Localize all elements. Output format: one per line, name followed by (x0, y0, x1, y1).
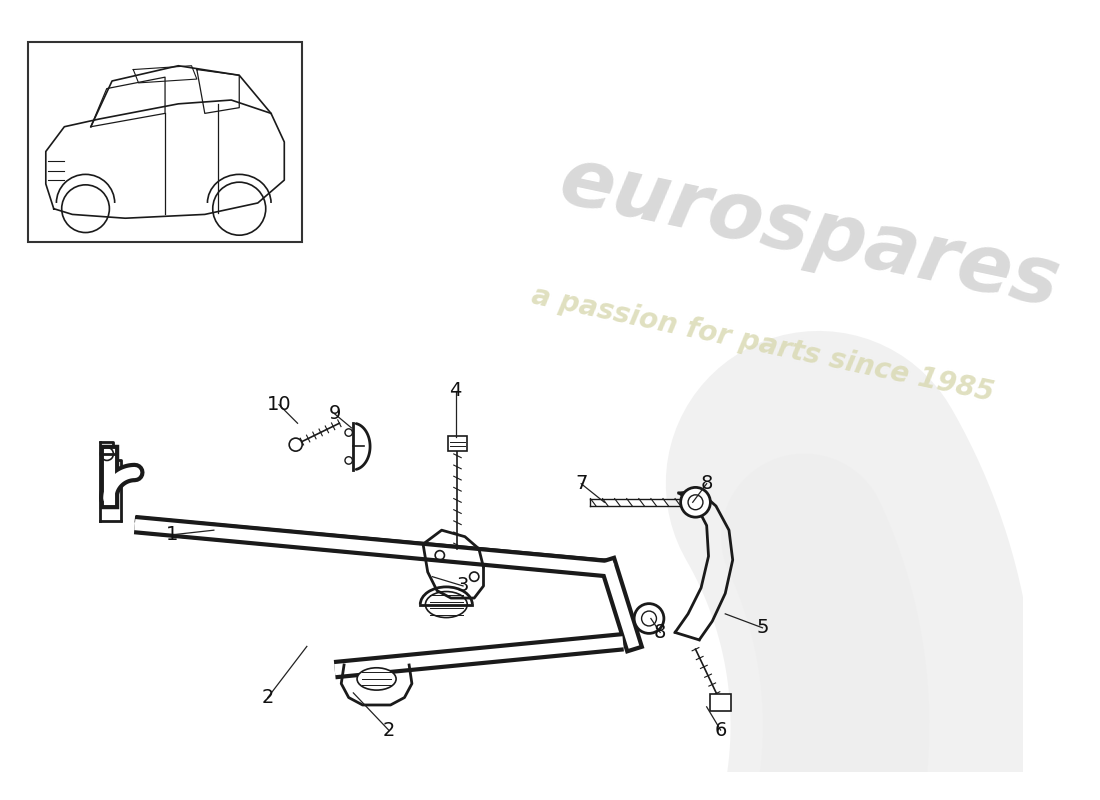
Text: 8: 8 (654, 623, 667, 642)
Bar (28, 42, 302, 242)
Text: 9: 9 (329, 405, 341, 423)
FancyBboxPatch shape (711, 694, 730, 710)
Text: 1: 1 (166, 526, 178, 544)
Circle shape (681, 487, 711, 517)
Circle shape (289, 438, 302, 451)
Text: 2: 2 (262, 688, 274, 707)
Text: 7: 7 (575, 474, 587, 493)
Text: 2: 2 (383, 721, 395, 739)
Ellipse shape (358, 668, 396, 690)
FancyBboxPatch shape (448, 436, 466, 451)
Text: 5: 5 (756, 618, 769, 638)
Text: 8: 8 (701, 474, 713, 493)
Text: 4: 4 (450, 382, 462, 400)
Circle shape (634, 604, 664, 634)
Ellipse shape (426, 591, 467, 618)
Text: a passion for parts since 1985: a passion for parts since 1985 (529, 282, 997, 407)
Text: 6: 6 (714, 721, 727, 739)
Text: 10: 10 (266, 395, 292, 414)
Text: 3: 3 (456, 577, 470, 595)
Text: eurospares: eurospares (552, 142, 1066, 324)
